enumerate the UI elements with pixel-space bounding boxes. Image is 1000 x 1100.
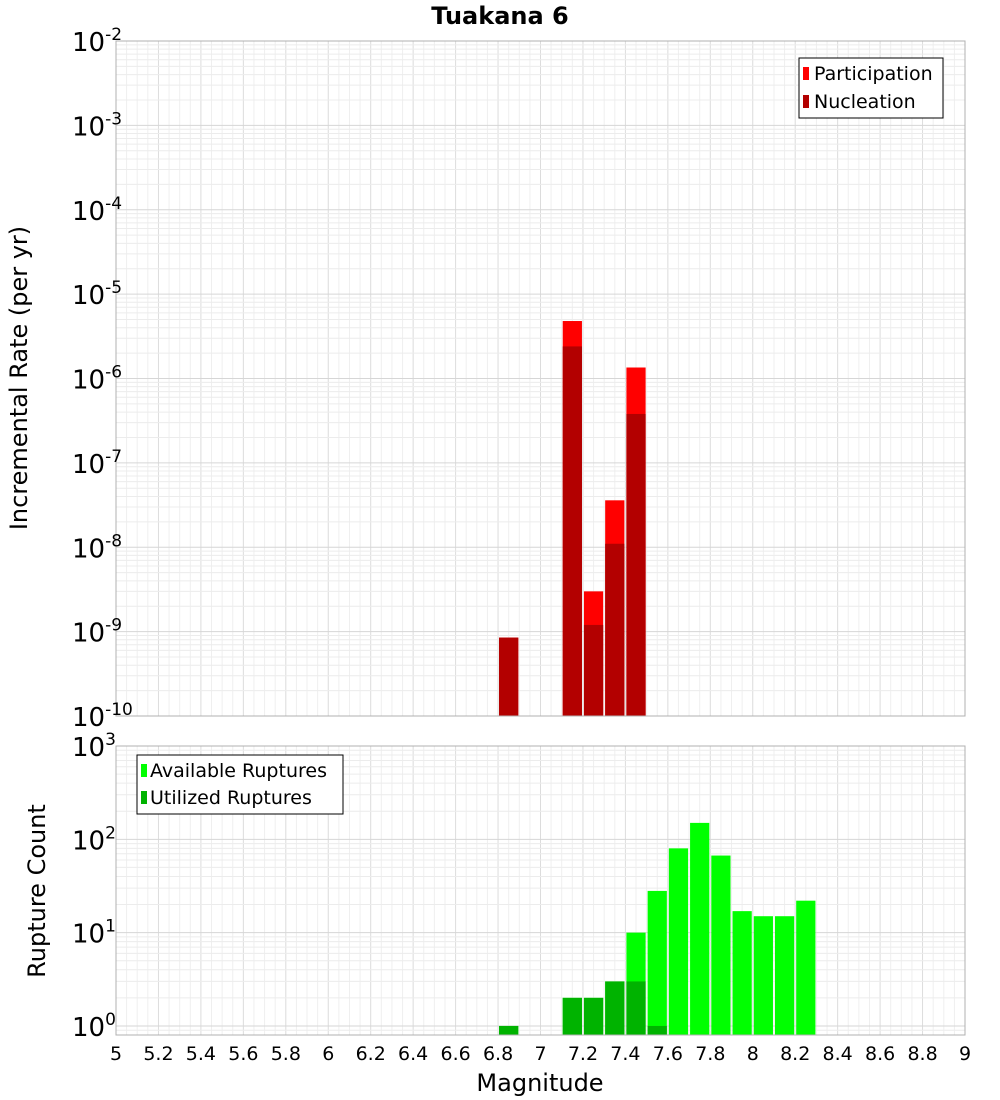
bar-available-ruptures xyxy=(690,822,710,1035)
chart-title: Tuakana 6 xyxy=(431,2,569,30)
legend-label-participation: Participation xyxy=(814,63,933,85)
bar-utilized-ruptures xyxy=(583,997,604,1035)
bar-available-ruptures xyxy=(774,916,795,1035)
bar-available-ruptures xyxy=(796,900,816,1035)
y-tick-label: 10-6 xyxy=(72,363,122,396)
bar-nucleation xyxy=(562,346,582,716)
count-y-ticks: 100 101 102 103 xyxy=(72,730,116,1043)
bar-nucleation xyxy=(583,624,604,716)
legend-swatch-available xyxy=(141,764,147,777)
x-tick-label: 8.6 xyxy=(865,1043,895,1065)
rate-y-axis-label: Incremental Rate (per yr) xyxy=(5,226,33,530)
count-plot-frame xyxy=(115,745,966,1036)
x-tick-label: 7 xyxy=(534,1043,546,1065)
y-tick-label: 10-8 xyxy=(72,531,122,564)
x-tick-label: 6.6 xyxy=(440,1043,470,1065)
bar-available-ruptures xyxy=(711,855,731,1035)
y-tick-label: 10-7 xyxy=(72,447,122,480)
bar-utilized-ruptures xyxy=(499,1025,519,1035)
bar-available-ruptures xyxy=(647,890,667,1035)
x-tick-labels: 5 5.2 5.4 5.6 5.8 6 6.2 6.4 6.6 6.8 7 7.2 7.4 7.6 7.8 8… xyxy=(110,1043,971,1065)
x-tick-label: 6.8 xyxy=(483,1043,513,1065)
x-tick-label: 5.6 xyxy=(228,1043,258,1065)
rate-panel: 10-10 10-9 10-8 10-7 10-6 10-5 10-4 10-3 10-2 In… xyxy=(5,25,966,733)
count-y-axis-label: Rupture Count xyxy=(23,804,51,978)
x-tick-label: 7.2 xyxy=(568,1043,598,1065)
count-panel: 100 101 102 103 Rupture Count Available Rup… xyxy=(23,730,966,1043)
rate-legend-box xyxy=(798,57,944,119)
count-legend-box xyxy=(136,754,344,815)
x-tick-label: 6.4 xyxy=(398,1043,428,1065)
y-tick-label: 10-4 xyxy=(72,194,122,227)
y-tick-label: 10-3 xyxy=(72,109,122,142)
x-axis-label: Magnitude xyxy=(476,1069,603,1097)
bar-utilized-ruptures xyxy=(605,981,625,1035)
x-tick-label: 8 xyxy=(747,1043,759,1065)
bar-utilized-ruptures xyxy=(647,1025,667,1035)
rate-plot-frame xyxy=(115,40,966,717)
y-tick-label: 10-9 xyxy=(72,616,122,649)
bar-available-ruptures xyxy=(668,848,689,1035)
y-tick-label: 10-10 xyxy=(72,700,133,733)
rate-bars xyxy=(499,321,646,716)
y-tick-label: 103 xyxy=(72,730,116,763)
y-tick-label: 10-5 xyxy=(72,278,122,311)
legend-swatch-utilized xyxy=(141,791,147,804)
x-tick-label: 7.4 xyxy=(610,1043,640,1065)
x-tick-label: 6.2 xyxy=(356,1043,386,1065)
legend-label-available: Available Ruptures xyxy=(150,760,327,782)
rate-y-ticks: 10-10 10-9 10-8 10-7 10-6 10-5 10-4 10-3 10-2 xyxy=(72,25,133,733)
bar-available-ruptures xyxy=(732,911,752,1035)
x-tick-label: 9 xyxy=(959,1043,971,1065)
rate-legend: Participation Nucleation xyxy=(798,57,944,119)
y-tick-label: 102 xyxy=(72,823,116,856)
bar-nucleation xyxy=(605,543,625,716)
bar-nucleation xyxy=(626,413,646,716)
y-tick-label: 101 xyxy=(72,917,116,950)
y-tick-label: 10-2 xyxy=(72,25,122,58)
rate-grid xyxy=(115,40,966,717)
legend-swatch-participation xyxy=(803,67,809,80)
legend-swatch-nucleation xyxy=(803,95,809,108)
y-tick-label: 100 xyxy=(72,1010,116,1043)
count-legend: Available Ruptures Utilized Ruptures xyxy=(136,754,344,815)
bar-nucleation xyxy=(499,637,519,716)
x-tick-label: 5.2 xyxy=(143,1043,173,1065)
x-tick-label: 6 xyxy=(322,1043,334,1065)
x-tick-label: 7.8 xyxy=(695,1043,725,1065)
x-tick-label: 8.4 xyxy=(823,1043,853,1065)
legend-label-utilized: Utilized Ruptures xyxy=(150,787,312,809)
bar-utilized-ruptures xyxy=(626,981,646,1035)
bar-available-ruptures xyxy=(753,916,773,1035)
x-tick-label: 5.4 xyxy=(186,1043,216,1065)
x-tick-label: 7.6 xyxy=(653,1043,683,1065)
x-tick-label: 8.8 xyxy=(907,1043,937,1065)
count-bars xyxy=(499,822,816,1035)
legend-label-nucleation: Nucleation xyxy=(814,91,916,113)
x-tick-label: 5.8 xyxy=(271,1043,301,1065)
x-tick-label: 8.2 xyxy=(780,1043,810,1065)
x-tick-label: 5 xyxy=(110,1043,122,1065)
bar-utilized-ruptures xyxy=(562,997,582,1035)
